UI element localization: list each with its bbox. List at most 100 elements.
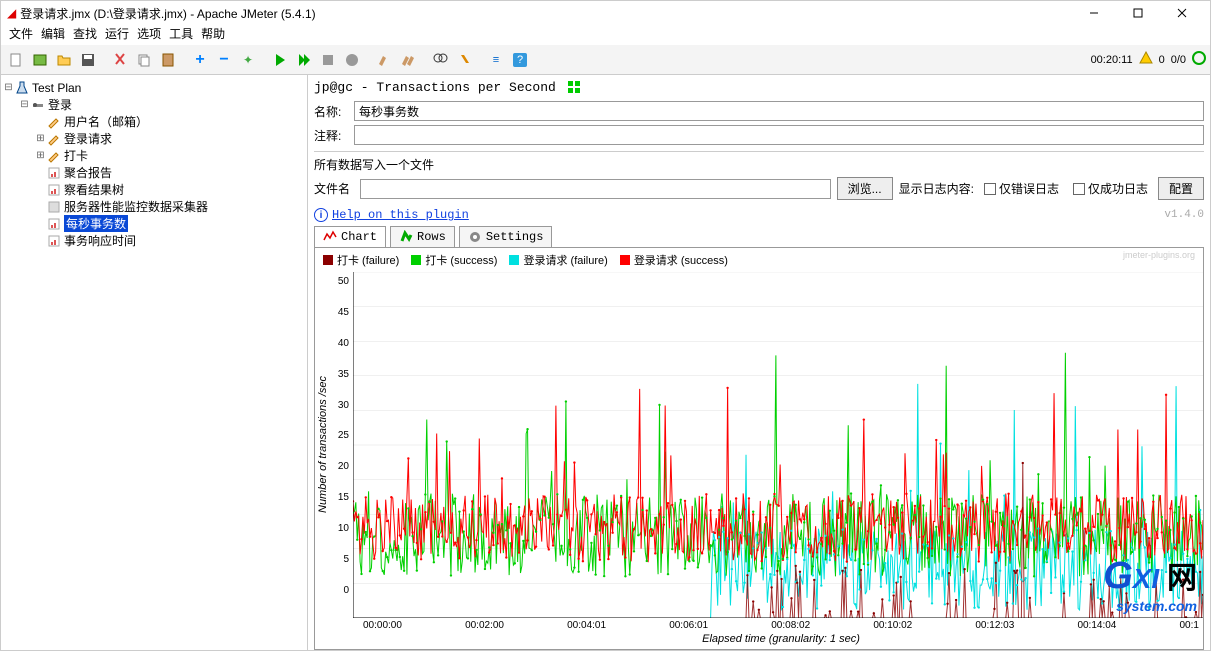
tree-item-label: 察看结果树 [64, 181, 124, 198]
paste-icon[interactable] [157, 49, 179, 71]
tree-item[interactable]: 用户名（邮箱） [3, 113, 305, 130]
help-link[interactable]: Help on this plugin [332, 208, 469, 222]
menubar: 文件 编辑 查找 运行 选项 工具 帮助 [1, 25, 1210, 45]
minimize-button[interactable] [1072, 1, 1116, 25]
wand-icon[interactable]: ✦ [237, 49, 259, 71]
elapsed-time: 00:20:11 [1091, 54, 1133, 66]
tree-toggle[interactable]: ⊟ [3, 82, 14, 93]
open-icon[interactable] [53, 49, 75, 71]
tree-item-label: 打卡 [64, 147, 88, 164]
start-no-timers-icon[interactable] [293, 49, 315, 71]
menu-tools[interactable]: 工具 [167, 25, 195, 45]
start-icon[interactable] [269, 49, 291, 71]
menu-options[interactable]: 选项 [135, 25, 163, 45]
reset-search-icon[interactable] [453, 49, 475, 71]
name-input[interactable] [354, 101, 1204, 121]
comment-input[interactable] [354, 125, 1204, 145]
search-icon[interactable] [429, 49, 451, 71]
report-icon [46, 165, 62, 181]
tree-item[interactable]: 察看结果树 [3, 181, 305, 198]
show-log-label: 显示日志内容: [899, 180, 974, 197]
tab-rows[interactable]: Rows [390, 226, 455, 247]
tree-item-label: 服务器性能监控数据采集器 [64, 198, 208, 215]
cut-icon[interactable] [109, 49, 131, 71]
only-error-checkbox[interactable]: 仅错误日志 [984, 180, 1059, 197]
save-icon[interactable] [77, 49, 99, 71]
titlebar: ◢ 登录请求.jmx (D:\登录请求.jmx) - Apache JMeter… [1, 1, 1210, 25]
tree-item-label: Test Plan [32, 81, 81, 95]
new-icon[interactable] [5, 49, 27, 71]
app-icon: ◢ [7, 6, 16, 20]
chart-plot: GXI 网 system.com [353, 272, 1203, 618]
tab-chart[interactable]: Chart [314, 226, 386, 247]
templates-icon[interactable] [29, 49, 51, 71]
tab-settings[interactable]: Settings [459, 226, 553, 247]
status-icon [1192, 51, 1206, 68]
maximize-button[interactable] [1116, 1, 1160, 25]
legend-swatch [411, 255, 421, 265]
file-input[interactable] [360, 179, 831, 199]
stop-icon[interactable] [317, 49, 339, 71]
step-icon [30, 97, 46, 113]
plus-icon[interactable]: + [189, 49, 211, 71]
listener-title: jp@gc - Transactions per Second [314, 80, 556, 95]
menu-help[interactable]: 帮助 [199, 25, 227, 45]
chart-area: jmeter-plugins.org 打卡 (failure)打卡 (succe… [314, 247, 1204, 650]
tree-item[interactable]: ⊟ 登录 [3, 96, 305, 113]
tree-item-label: 登录 [48, 96, 72, 113]
tree-toggle[interactable]: ⊞ [35, 150, 46, 161]
tree-item-label: 每秒事务数 [64, 215, 128, 232]
report-icon [46, 233, 62, 249]
name-label: 名称: [314, 103, 348, 120]
pencil-icon [46, 131, 62, 147]
menu-search[interactable]: 查找 [71, 25, 99, 45]
help-icon[interactable]: ? [509, 49, 531, 71]
menu-file[interactable]: 文件 [7, 25, 35, 45]
menu-run[interactable]: 运行 [103, 25, 131, 45]
pencil-icon [46, 148, 62, 164]
pencil-icon [46, 114, 62, 130]
close-button[interactable] [1160, 1, 1204, 25]
comment-label: 注释: [314, 127, 348, 144]
clear-icon[interactable] [373, 49, 395, 71]
tree-item-label: 事务响应时间 [64, 232, 136, 249]
legend-item: 打卡 (failure) [323, 252, 399, 268]
thread-status: 0/0 [1171, 54, 1186, 66]
y-axis-label: Number of transactions /sec [315, 272, 331, 618]
legend-swatch [323, 255, 333, 265]
tree-item[interactable]: 聚合报告 [3, 164, 305, 181]
x-axis-label: Elapsed time (granularity: 1 sec) [359, 631, 1203, 649]
warning-count: 0 [1159, 54, 1165, 66]
expand-icon[interactable] [566, 79, 582, 95]
chart-icon [323, 230, 337, 244]
shutdown-icon[interactable] [341, 49, 363, 71]
grey-icon [46, 199, 62, 215]
report-icon [46, 182, 62, 198]
plugin-version: v1.4.0 [1164, 209, 1204, 221]
config-button[interactable]: 配置 [1158, 177, 1204, 200]
toolbar: + − ✦ ≡ ? 00:20:11 0 0/0 [1, 45, 1210, 75]
clear-all-icon[interactable] [397, 49, 419, 71]
tree-item[interactable]: 每秒事务数 [3, 215, 305, 232]
tree-item[interactable]: ⊞ 登录请求 [3, 130, 305, 147]
tree-toggle[interactable]: ⊟ [19, 99, 30, 110]
test-plan-tree[interactable]: ⊟Test Plan⊟登录用户名（邮箱）⊞登录请求⊞打卡聚合报告察看结果树服务器… [1, 75, 308, 650]
tree-toggle[interactable]: ⊞ [35, 133, 46, 144]
chart-legend: 打卡 (failure)打卡 (success)登录请求 (failure)登录… [315, 248, 1203, 272]
gear-icon [468, 230, 482, 244]
tree-item[interactable]: 服务器性能监控数据采集器 [3, 198, 305, 215]
function-helper-icon[interactable]: ≡ [485, 49, 507, 71]
tree-item[interactable]: 事务响应时间 [3, 232, 305, 249]
menu-edit[interactable]: 编辑 [39, 25, 67, 45]
x-axis-ticks: 00:00:0000:02:0000:04:0100:06:0100:08:02… [359, 618, 1203, 631]
info-icon: i [314, 208, 328, 222]
only-success-checkbox[interactable]: 仅成功日志 [1073, 180, 1148, 197]
warning-icon [1139, 51, 1153, 68]
tree-item-label: 登录请求 [64, 130, 112, 147]
copy-icon[interactable] [133, 49, 155, 71]
minus-icon[interactable]: − [213, 49, 235, 71]
tree-item[interactable]: ⊞ 打卡 [3, 147, 305, 164]
browse-button[interactable]: 浏览... [837, 177, 893, 200]
tree-item[interactable]: ⊟ Test Plan [3, 79, 305, 96]
timer-area: 00:20:11 0 0/0 [1091, 51, 1206, 68]
